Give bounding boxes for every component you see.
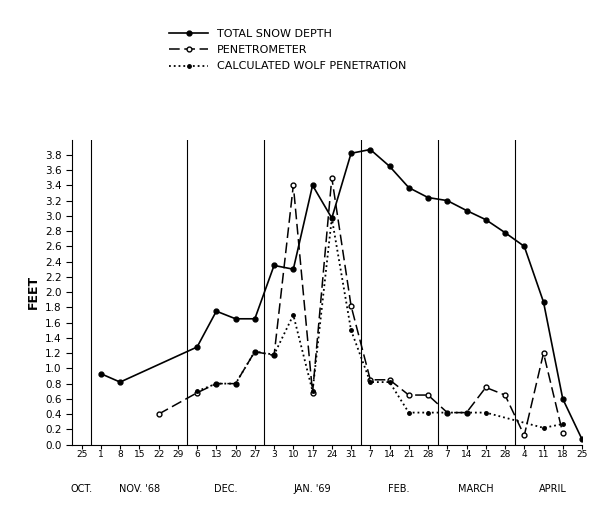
Y-axis label: FEET: FEET <box>26 275 40 309</box>
Text: FEB.: FEB. <box>388 484 410 494</box>
Text: DEC.: DEC. <box>214 484 238 494</box>
Legend: TOTAL SNOW DEPTH, PENETROMETER, CALCULATED WOLF PENETRATION: TOTAL SNOW DEPTH, PENETROMETER, CALCULAT… <box>169 29 407 71</box>
Text: MARCH: MARCH <box>458 484 494 494</box>
Text: JAN. '69: JAN. '69 <box>294 484 331 494</box>
Text: NOV. '68: NOV. '68 <box>119 484 160 494</box>
Text: APRIL: APRIL <box>539 484 567 494</box>
Text: OCT.: OCT. <box>71 484 92 494</box>
